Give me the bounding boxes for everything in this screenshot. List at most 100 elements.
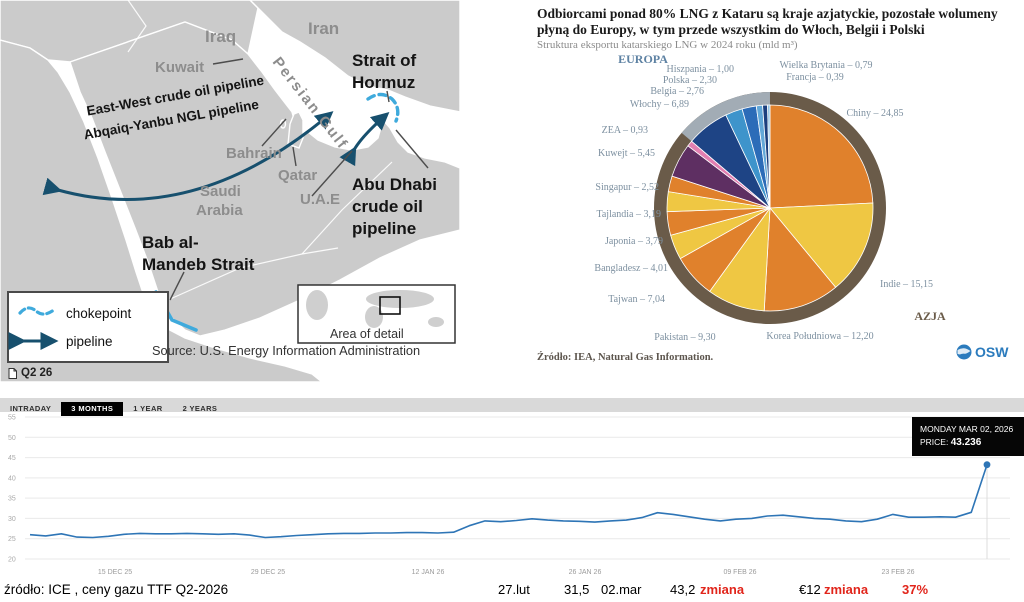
qatar-lng-pie-chart: Odbiorcami ponad 80% LNG z Kataru są kra…: [524, 0, 1024, 392]
bahrain-pointer: [261, 118, 287, 147]
border-line: [301, 161, 393, 255]
line-chart-plot[interactable]: 55 50 45 40 35 30 25 20 15 DEC 25 29 DEC 25 12 JAN…: [0, 412, 1024, 580]
border-line: [127, 0, 147, 53]
y-tick-50: 50: [8, 435, 16, 442]
y-tick-25: 25: [8, 536, 16, 543]
inset-australia: [428, 317, 444, 327]
y-tick-40: 40: [8, 475, 16, 482]
footer-item-zmiana: zmiana: [824, 582, 869, 597]
inset-africa: [365, 306, 383, 328]
footer-item-02-mar: 02.mar: [601, 582, 642, 597]
tab-1-year[interactable]: 1 YEAR: [133, 404, 163, 413]
pie-label-włochy: Włochy – 6,89: [630, 99, 689, 110]
x-tick-09-FEB-26: 09 FEB 26: [723, 569, 756, 576]
pie-svg: Chiny – 24,85 Indie – 15,15 Korea Południo…: [594, 52, 946, 343]
ttf-price-chart: INTRADAY 3 MONTHS 1 YEAR 2 YEARS 55 50 45 40 35…: [0, 396, 1024, 602]
label-abudhabi-1: Abu Dhabi: [352, 175, 437, 194]
price-tooltip: MONDAY MAR 02, 2026 PRICE: 43.236: [912, 417, 1024, 456]
pie-title-line2: płyną do Europy, w tym przede wszystkim …: [537, 22, 925, 37]
label-mandeb-2: Mandeb Strait: [142, 255, 255, 274]
abu-dhabi-pipeline-arrow: [339, 112, 390, 167]
east-west-pipeline-arrow: [42, 111, 334, 201]
pie-label-japonia: Japonia – 3,79: [605, 236, 663, 247]
footer-item-zmiana: zmiana: [700, 582, 745, 597]
pie-label-zea: ZEA – 0,93: [602, 125, 648, 136]
pie-title-line1: Odbiorcami ponad 80% LNG z Kataru są kra…: [537, 6, 998, 21]
land-iran: [249, 0, 461, 113]
map-legend: chokepoint pipeline: [7, 291, 169, 363]
footer-item-31-5: 31,5: [564, 582, 590, 597]
period-tag-label: Q2 26: [21, 367, 53, 379]
footer-item--12: €12: [799, 582, 821, 597]
kuwait-pointer: [212, 58, 244, 65]
hormuz-pointer: [386, 90, 390, 103]
label-hormuz-2: Hormuz: [352, 73, 415, 92]
region-label-europe: EUROPA: [618, 52, 668, 66]
pie-label-tajwan: Tajwan – 7,04: [608, 294, 665, 305]
pie-label-korea-południowa: Korea Południowa – 12,20: [766, 331, 873, 342]
x-tick-15-DEC-25: 15 DEC 25: [98, 569, 132, 576]
x-tick-23-FEB-26: 23 FEB 26: [881, 569, 914, 576]
pie-label-belgia: Belgia – 2,76: [650, 86, 704, 97]
inset-detail-rect: [379, 296, 401, 315]
tooltip-price-label: PRICE:: [920, 437, 949, 447]
abu-dhabi-pointer: [395, 129, 429, 169]
y-tick-30: 30: [8, 516, 16, 523]
mandeb-pointer: [169, 271, 185, 301]
pie-label-bangladesz: Bangladesz – 4,01: [594, 263, 668, 274]
label-saudi-2: Arabia: [196, 202, 243, 219]
contract-period-tag: Q2 26: [8, 367, 52, 379]
pie-label-pakistan: Pakistan – 9,30: [654, 332, 715, 343]
label-bahrain: Bahrain: [226, 145, 282, 162]
pie-slice-labels: Chiny – 24,85 Indie – 15,15 Korea Południo…: [594, 60, 933, 343]
x-tick-12-JAN-26: 12 JAN 26: [412, 569, 445, 576]
tooltip-date: MONDAY MAR 02, 2026: [920, 424, 1014, 434]
pie-label-polska: Polska – 2,30: [663, 75, 717, 86]
osw-logo: OSW: [956, 344, 1008, 360]
chart-source: źródło: ICE , ceny gazu TTF Q2-2026: [4, 582, 229, 597]
label-abudhabi-3: pipeline: [352, 219, 416, 238]
region-label-asia: AZJA: [914, 309, 946, 323]
qatar-pointer: [292, 146, 297, 167]
label-mandeb-1: Bab al-: [142, 233, 199, 252]
legend-pipeline-label: pipeline: [66, 334, 113, 349]
inset-americas: [306, 290, 328, 320]
label-saudi-1: Saudi: [200, 183, 241, 200]
uae-pointer: [311, 150, 353, 197]
label-iraq: Iraq: [205, 27, 236, 46]
map-svg: Iraq Iran Kuwait Persian Gulf Bahrain Qa…: [0, 0, 461, 383]
tooltip-price-value: 43.236: [950, 437, 982, 448]
footer-item-27-lut: 27.lut: [498, 582, 530, 597]
map-source: Source: U.S. Energy Information Administ…: [152, 343, 420, 358]
area-of-detail-inset: Area of detail: [297, 284, 456, 344]
legend-chokepoint-icon: [18, 306, 57, 316]
eia-chokepoints-map: Iraq Iran Kuwait Persian Gulf Bahrain Qa…: [0, 0, 461, 383]
label-qatar: Qatar: [278, 167, 317, 184]
pie-label-tajlandia: Tajlandia – 3,19: [596, 209, 661, 220]
label-uae: U.A.E: [300, 191, 340, 208]
footer-item-43-2: 43,2: [670, 582, 696, 597]
tab-3-months[interactable]: 3 MONTHS: [61, 402, 124, 416]
pie-label-francja: Francja – 0,39: [786, 72, 844, 83]
x-tick-29-DEC-25: 29 DEC 25: [251, 569, 285, 576]
inset-label: Area of detail: [330, 327, 404, 341]
y-tick-35: 35: [8, 496, 16, 503]
osw-globe-icon: [956, 344, 972, 360]
pie-source: Źródło: IEA, Natural Gas Information.: [537, 352, 714, 363]
range-tab-bar: INTRADAY 3 MONTHS 1 YEAR 2 YEARS: [0, 398, 1024, 416]
pie-ring: [654, 92, 886, 324]
label-kuwait: Kuwait: [155, 59, 204, 76]
last-price-dot[interactable]: [983, 461, 991, 469]
tab-intraday[interactable]: INTRADAY: [10, 404, 52, 413]
price-line: [29, 464, 988, 539]
border-line: [167, 247, 339, 301]
tab-2-years[interactable]: 2 YEARS: [182, 404, 218, 413]
pie-label-chiny: Chiny – 24,85: [847, 108, 904, 119]
pie-label-kuwejt: Kuwejt – 5,45: [598, 148, 655, 159]
label-iran: Iran: [308, 19, 339, 38]
pie-title: Odbiorcami ponad 80% LNG z Kataru są kra…: [537, 6, 1019, 38]
pie-label-wielka-brytania: Wielka Brytania – 0,79: [780, 60, 873, 71]
pie-subtitle: Struktura eksportu katarskiego LNG w 202…: [537, 39, 798, 51]
chart-footer: źródło: ICE , ceny gazu TTF Q2-2026 27.l…: [0, 580, 1024, 602]
